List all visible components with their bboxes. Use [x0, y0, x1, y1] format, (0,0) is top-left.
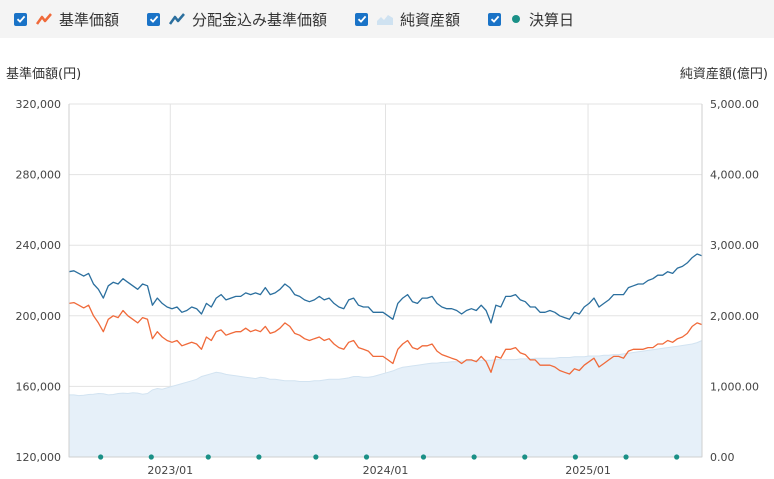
checkbox-nav[interactable] [14, 12, 27, 26]
settlement-date-dot [522, 454, 528, 460]
right-axis-title: 純資産額(億円) [679, 67, 768, 82]
legend-label-net-assets: 純資産額 [400, 10, 461, 29]
left-tick-label: 320,000 [16, 98, 62, 111]
series-line-nav-dividend [68, 253, 703, 324]
left-tick-label: 120,000 [16, 451, 62, 464]
legend-item-net-assets[interactable]: 純資産額 [355, 9, 460, 30]
right-tick-label: 0.00 [710, 451, 735, 464]
right-tick-label: 5,000.00 [710, 98, 759, 111]
x-tick-label: 2025/01 [565, 464, 611, 477]
series-area-net-assets [68, 339, 703, 458]
series-line-nav [68, 301, 703, 375]
settlement-date-dot [623, 454, 629, 460]
legend-label-nav: 基準価額 [59, 10, 120, 29]
line-icon [35, 12, 53, 26]
settlement-date-dot [313, 454, 319, 460]
right-tick-label: 3,000.00 [710, 239, 759, 252]
left-tick-label: 280,000 [16, 169, 62, 182]
right-tick-label: 4,000.00 [710, 169, 759, 182]
legend-item-settlement[interactable]: 決算日 [488, 9, 574, 30]
settlement-date-dot [420, 454, 427, 460]
settlement-date-dot [205, 454, 211, 460]
area-icon [376, 12, 394, 26]
settlement-date-dot [363, 454, 370, 460]
settlement-date-dot [148, 454, 154, 460]
settlement-date-dot [471, 454, 477, 460]
left-axis-title: 基準価額(円) [6, 67, 82, 82]
settlement-date-dot [98, 454, 104, 460]
right-tick-label: 2,000.00 [710, 310, 759, 323]
left-tick-label: 160,000 [16, 380, 62, 393]
legend-bar: 基準価額 分配金込み基準価額 純資産額 決算日 [0, 0, 774, 38]
checkbox-net-assets[interactable] [355, 12, 369, 26]
left-tick-label: 200,000 [16, 310, 62, 323]
settlement-date-dot [256, 454, 262, 460]
x-tick-label: 2024/01 [363, 464, 409, 477]
settlement-date-dot [674, 454, 680, 460]
checkbox-settlement[interactable] [488, 12, 502, 26]
legend-label-settlement: 決算日 [529, 10, 575, 29]
right-tick-label: 1,000.00 [710, 380, 759, 393]
x-tick-label: 2023/01 [147, 464, 193, 477]
legend-item-nav[interactable]: 基準価額 [14, 9, 119, 30]
dot-icon [509, 12, 523, 26]
checkbox-nav-dividend[interactable] [147, 12, 161, 26]
legend-label-nav-dividend: 分配金込み基準価額 [192, 10, 328, 29]
left-tick-label: 240,000 [16, 239, 62, 252]
legend-item-nav-dividend[interactable]: 分配金込み基準価額 [147, 9, 327, 30]
settlement-date-dot [572, 454, 579, 460]
line-icon [168, 12, 186, 26]
